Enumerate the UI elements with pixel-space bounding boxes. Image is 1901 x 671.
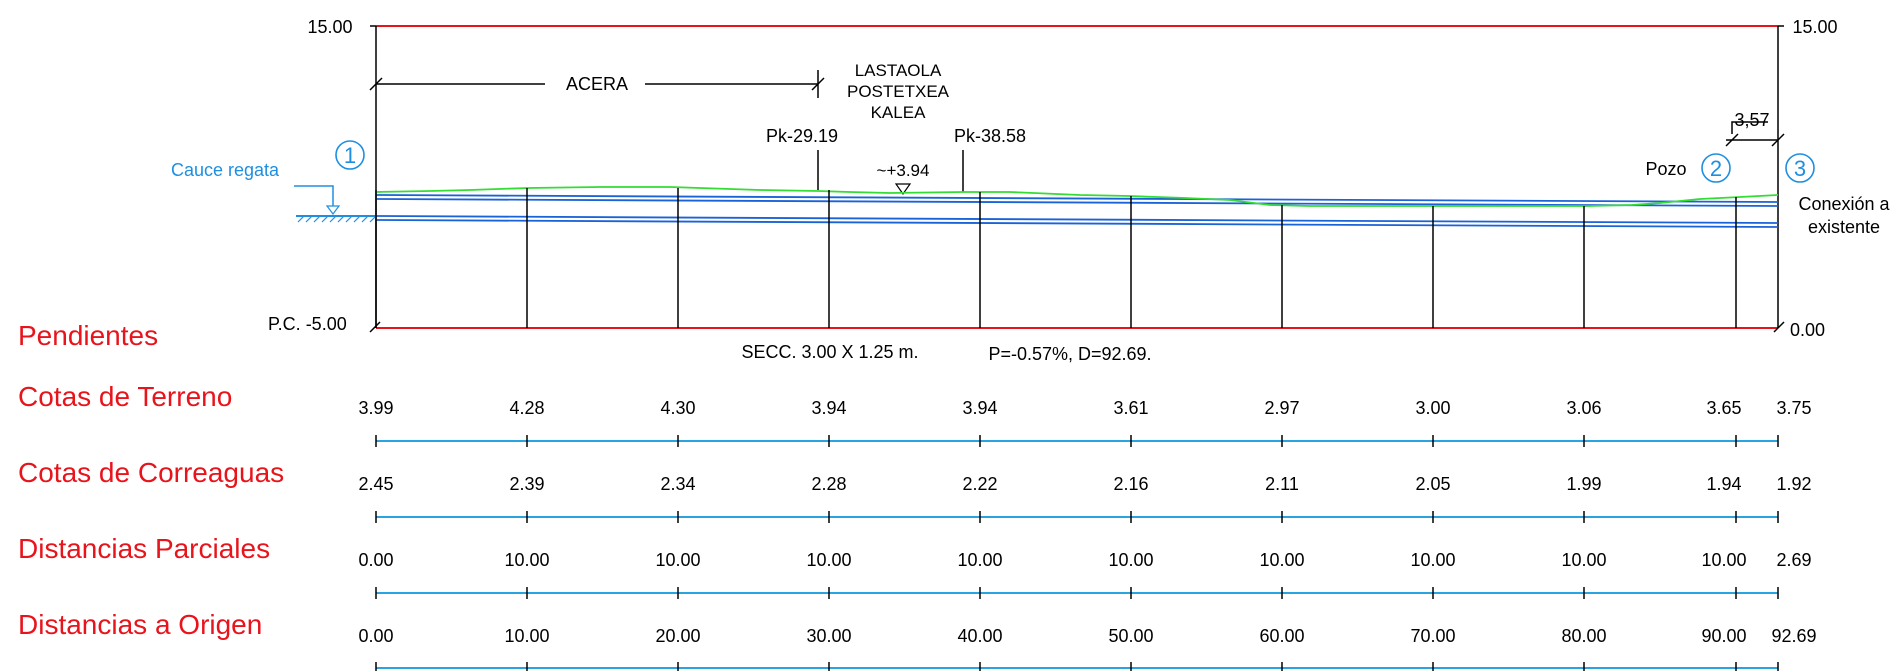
terreno-value: 3.61 — [1113, 398, 1148, 418]
correaguas-value: 2.45 — [358, 474, 393, 494]
parciales-value: 10.00 — [504, 550, 549, 570]
dimension-label: 3,57 — [1734, 110, 1769, 130]
origen-value: 70.00 — [1410, 626, 1455, 646]
pozo-label: Pozo — [1645, 159, 1686, 179]
correaguas-value: 2.34 — [660, 474, 695, 494]
slope-label: P=-0.57%, D=92.69. — [988, 344, 1151, 364]
correaguas-value: 2.11 — [1265, 474, 1299, 494]
dimension-tick-left — [1725, 133, 1739, 147]
profile-frame — [376, 25, 1778, 329]
stream-hatch — [297, 215, 377, 223]
row-title-cotas-terreno: Cotas de Terreno — [18, 381, 233, 412]
correaguas-value: 2.16 — [1113, 474, 1148, 494]
terreno-value: 3.99 — [358, 398, 393, 418]
street-name-line-2: POSTETXEA — [847, 82, 950, 101]
scale-top-left: 15.00 — [307, 17, 352, 37]
culvert-bottom-line-2 — [375, 219, 1779, 228]
scale-bottom-right: 0.00 — [1790, 320, 1825, 340]
marker-2-circle — [1701, 153, 1731, 183]
acera-label: ACERA — [566, 74, 628, 94]
origen-value: 80.00 — [1561, 626, 1606, 646]
pk-label-1: Pk-29.19 — [766, 126, 838, 146]
origen-value: 60.00 — [1259, 626, 1304, 646]
table-rules — [375, 435, 1779, 671]
origen-value: 30.00 — [806, 626, 851, 646]
table-values: 3.99 4.28 4.30 3.94 3.94 3.61 2.97 3.00 3.06 3.65… — [358, 398, 1816, 646]
dimension-tick-right — [1771, 133, 1785, 147]
parciales-value: 10.00 — [806, 550, 851, 570]
correaguas-value: 1.94 — [1706, 474, 1741, 494]
section-label: SECC. 3.00 X 1.25 m. — [741, 342, 918, 362]
parciales-value: 10.00 — [1108, 550, 1153, 570]
row-title-cotas-correaguas: Cotas de Correaguas — [18, 457, 285, 488]
parciales-value: 10.00 — [655, 550, 700, 570]
cauce-leader-line — [294, 185, 334, 206]
origen-value: 10.00 — [504, 626, 549, 646]
street-name-line-3: KALEA — [871, 103, 926, 122]
parciales-value: 0.00 — [358, 550, 393, 570]
correaguas-value: 1.92 — [1776, 474, 1811, 494]
parciales-value: 10.00 — [1259, 550, 1304, 570]
row-title-distancias-parciales: Distancias Parciales — [18, 533, 271, 564]
level-mark-label: ~+3.94 — [877, 161, 930, 180]
correaguas-value: 2.05 — [1415, 474, 1450, 494]
level-triangle-icon — [894, 183, 912, 196]
origen-value: 92.69 — [1771, 626, 1816, 646]
origen-value: 90.00 — [1701, 626, 1746, 646]
parciales-value: 10.00 — [1561, 550, 1606, 570]
street-name-line-1: LASTAOLA — [855, 61, 942, 80]
origen-value: 0.00 — [358, 626, 393, 646]
terreno-value: 3.06 — [1566, 398, 1601, 418]
scale-top-right: 15.00 — [1792, 17, 1837, 37]
parciales-value: 10.00 — [957, 550, 1002, 570]
terreno-value: 3.00 — [1415, 398, 1450, 418]
terreno-value: 4.30 — [660, 398, 695, 418]
water-level-icon — [325, 205, 341, 215]
dimension-bracket — [1731, 121, 1768, 134]
terreno-value: 3.94 — [962, 398, 997, 418]
terreno-value: 2.97 — [1264, 398, 1299, 418]
marker-2-label: 2 — [1710, 156, 1722, 181]
correaguas-value: 1.99 — [1566, 474, 1601, 494]
parciales-value: 10.00 — [1701, 550, 1746, 570]
row-title-distancias-origen: Distancias a Origen — [18, 609, 263, 640]
pk-label-2: Pk-38.58 — [954, 126, 1026, 146]
origen-value: 50.00 — [1108, 626, 1153, 646]
culvert-top-line-2 — [375, 198, 1779, 207]
acera-dimension — [369, 70, 825, 98]
origen-value: 20.00 — [655, 626, 700, 646]
terreno-value: 3.65 — [1706, 398, 1741, 418]
culvert-top-line-1 — [375, 194, 1779, 203]
acera-tick-left — [369, 77, 383, 91]
origen-value: 40.00 — [957, 626, 1002, 646]
terreno-value: 4.28 — [509, 398, 544, 418]
correaguas-value: 2.28 — [811, 474, 846, 494]
station-lines — [375, 188, 1737, 328]
row-title-pendientes: Pendientes — [18, 320, 159, 351]
terreno-value: 3.75 — [1776, 398, 1811, 418]
culvert-bottom-line-1 — [375, 215, 1779, 224]
correaguas-value: 2.22 — [962, 474, 997, 494]
conexion-label-line-2: existente — [1808, 217, 1880, 237]
conexion-label-line-1: Conexión a — [1798, 194, 1890, 214]
scale-bottom-left: P.C. -5.00 — [268, 314, 347, 334]
terreno-value: 3.94 — [811, 398, 846, 418]
parciales-value: 2.69 — [1776, 550, 1811, 570]
terrain-line — [375, 186, 1779, 207]
correaguas-value: 2.39 — [509, 474, 544, 494]
marker-1-label: 1 — [344, 143, 356, 168]
marker-1-circle — [335, 140, 365, 170]
cauce-regata-label: Cauce regata — [171, 160, 280, 180]
right-bottom-tick — [1773, 321, 1785, 333]
parciales-value: 10.00 — [1410, 550, 1455, 570]
marker-3-label: 3 — [1794, 156, 1806, 181]
left-bottom-tick — [369, 321, 381, 333]
marker-3-circle — [1785, 153, 1815, 183]
culvert-lines — [375, 194, 1779, 228]
